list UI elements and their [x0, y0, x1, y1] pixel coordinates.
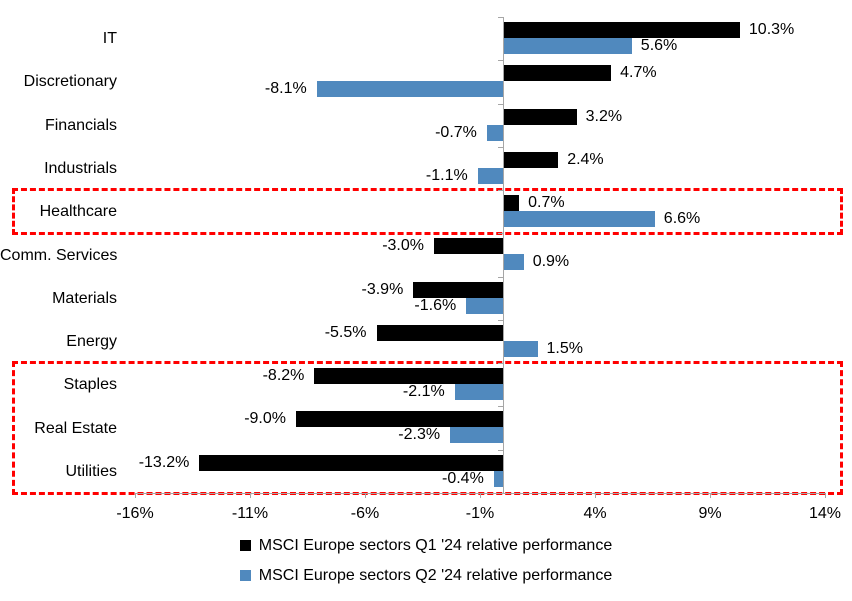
legend-swatch-q2: [239, 570, 251, 581]
legend-label-q2: MSCI Europe sectors Q2 '24 relative perf…: [258, 567, 613, 584]
category-label: IT: [102, 30, 117, 48]
value-label: -1.6%: [414, 296, 457, 314]
value-label: 0.7%: [528, 194, 565, 212]
value-axis-tick: [250, 493, 251, 498]
value-axis-tick-label: -1%: [465, 505, 495, 522]
category-axis-tick: [498, 17, 503, 18]
value-label: -3.9%: [361, 280, 404, 298]
legend-item-q1: MSCI Europe sectors Q1 '24 relative perf…: [239, 536, 613, 555]
value-axis-tick-label: 4%: [583, 505, 607, 522]
value-label: -9.0%: [244, 410, 286, 428]
value-label: -3.0%: [382, 237, 424, 255]
value-label: -2.1%: [402, 383, 445, 401]
category-label: Financials: [44, 116, 117, 134]
highlight-box-1: [12, 187, 843, 235]
value-label: -8.1%: [264, 80, 307, 98]
value-axis-tick: [595, 493, 596, 498]
value-axis-tick: [710, 493, 711, 498]
q2-bar-comm-services: [503, 254, 524, 271]
category-label: Energy: [66, 333, 117, 351]
q2-bar-it: [503, 38, 632, 54]
category-axis-tick: [498, 103, 503, 105]
category-axis-line: [503, 17, 504, 493]
q1-bar-it: [503, 22, 740, 38]
q1-bar-discretionary: [503, 65, 612, 82]
category-axis-tick: [498, 276, 503, 278]
value-label: -13.2%: [138, 453, 190, 471]
value-axis-tick-label: -11%: [231, 505, 269, 522]
q2-bar-utilities: [493, 470, 503, 487]
value-axis-tick: [365, 493, 366, 498]
q2-bar-financials: [486, 124, 503, 141]
value-label: 10.3%: [748, 21, 795, 38]
q2-bar-discretionary: [316, 81, 503, 98]
legend-label-q1: MSCI Europe sectors Q1 '24 relative perf…: [258, 537, 613, 554]
q1-bar-utilities: [199, 454, 503, 471]
q2-bar-real-estate: [450, 427, 503, 444]
value-label: -2.3%: [398, 426, 441, 444]
q2-bar-materials: [466, 297, 503, 314]
category-label: Healthcare: [39, 203, 117, 221]
category-axis-tick: [498, 449, 503, 451]
q1-bar-industrials: [503, 151, 559, 168]
q1-bar-real-estate: [296, 411, 503, 428]
q2-bar-industrials: [477, 167, 503, 184]
value-axis-tick: [135, 493, 136, 498]
value-axis-tick: [480, 493, 481, 498]
q2-bar-energy: [503, 340, 538, 357]
value-label: 5.6%: [640, 37, 678, 54]
category-label: Comm. Services: [0, 246, 118, 264]
legend-swatch-q1: [239, 540, 251, 551]
category-axis-tick: [498, 319, 503, 321]
q2-bar-staples: [454, 384, 503, 401]
q1-bar-comm-services: [434, 238, 503, 255]
legend: MSCI Europe sectors Q1 '24 relative perf…: [0, 536, 852, 585]
q1-bar-materials: [413, 281, 503, 298]
category-axis-tick: [498, 190, 503, 192]
category-label: Staples: [63, 376, 117, 394]
category-axis-tick: [498, 233, 503, 235]
category-label: Real Estate: [34, 419, 117, 437]
q1-bar-financials: [503, 108, 577, 125]
category-label: Industrials: [44, 159, 117, 177]
category-label: Utilities: [65, 462, 117, 480]
value-label: 4.7%: [620, 64, 657, 82]
value-axis-tick-label: -6%: [350, 505, 380, 522]
value-axis-tick-label: 9%: [698, 505, 722, 522]
value-label: 0.9%: [532, 253, 570, 271]
value-label: -0.7%: [435, 123, 477, 141]
category-axis-tick: [498, 406, 503, 408]
category-axis-tick: [498, 363, 503, 365]
category-label: Discretionary: [23, 73, 117, 91]
category-label: Materials: [52, 289, 117, 307]
value-label: 1.5%: [546, 339, 583, 357]
value-axis-tick-label: 14%: [808, 505, 842, 522]
value-axis-tick: [825, 493, 826, 498]
value-label: 2.4%: [567, 150, 604, 168]
q2-bar-healthcare: [503, 211, 655, 228]
value-label: -8.2%: [262, 367, 305, 385]
category-axis-tick: [498, 146, 503, 148]
value-label: -1.1%: [425, 166, 468, 184]
value-label: -0.4%: [442, 469, 484, 487]
category-axis-tick: [498, 60, 503, 62]
value-label: 6.6%: [663, 210, 701, 228]
legend-item-q2: MSCI Europe sectors Q2 '24 relative perf…: [239, 566, 613, 585]
value-label: 3.2%: [585, 107, 623, 125]
value-axis-tick-label: -16%: [116, 505, 154, 522]
q1-bar-staples: [314, 368, 503, 385]
value-label: -5.5%: [324, 323, 367, 341]
q1-bar-energy: [376, 324, 503, 341]
q1-bar-healthcare: [503, 195, 520, 212]
